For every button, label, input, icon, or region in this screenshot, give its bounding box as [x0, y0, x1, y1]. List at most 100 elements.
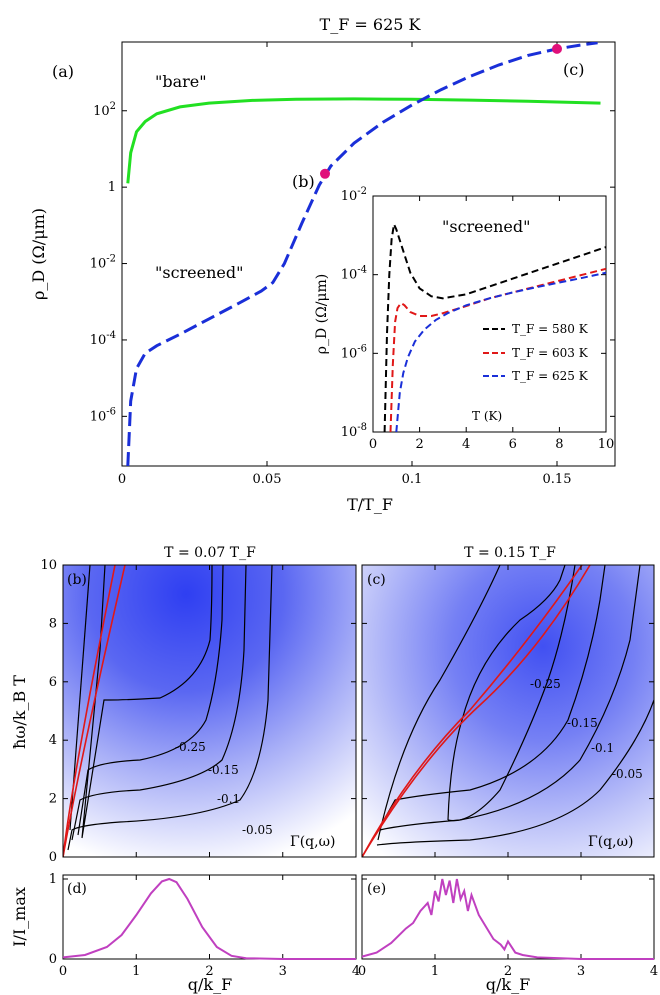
axA-xtick-label-0: 0	[118, 472, 126, 487]
contour-label-c-005: -0.05	[612, 767, 643, 781]
red-line-c-1	[362, 565, 591, 857]
intensity-curve-d	[62, 877, 356, 960]
axE-xtick-label-2: 2	[504, 964, 512, 979]
marker-b	[320, 168, 330, 179]
axA-ytick-label-3: 10-4	[90, 330, 116, 348]
contour-c-outer	[377, 565, 501, 841]
axI-ytick-label-2: 10-6	[341, 343, 367, 361]
axI-xtick-label-2: 4	[462, 437, 470, 452]
contour-b-015	[77, 565, 224, 836]
bare-curve	[126, 97, 601, 184]
panel-e-xlabel: q/k_F	[486, 975, 530, 994]
axI-xtick-label-4: 8	[555, 437, 563, 452]
annotation-bare: "bare"	[155, 72, 207, 91]
panel-d-ylabel: I/I_max	[10, 887, 29, 947]
panel-c-axes	[361, 564, 655, 858]
axB-ytick-label-0: 0	[49, 850, 57, 865]
contour-b-005	[67, 565, 273, 851]
axD-xtick-label-4: 4	[352, 964, 360, 979]
inset-frame	[372, 195, 607, 433]
red-line-b-2	[63, 565, 116, 857]
axA-xtick-label-3: 0.15	[543, 472, 572, 487]
axI-xtick-label-3: 6	[509, 437, 517, 452]
panel-e-plot	[361, 878, 654, 960]
inset-plot	[383, 220, 607, 433]
axI-ytick-label-0: 10-2	[341, 186, 367, 204]
contour-b-01	[71, 565, 247, 841]
panel-d-plot	[62, 877, 356, 960]
red-line-b-1	[63, 565, 126, 857]
axE-xtick-label-4: 4	[650, 964, 658, 979]
axB-ytick-label-2: 4	[49, 733, 57, 748]
axA-xtick-label-2: 0.1	[402, 472, 423, 487]
axI-ytick-label-3: 10-8	[341, 422, 367, 440]
contour-label-c-01: -0.1	[591, 741, 614, 755]
axA-ytick-label-2: 10-2	[90, 254, 116, 272]
panel-a-frame	[121, 41, 616, 467]
panel-a-plot	[126, 42, 601, 466]
marker-c	[552, 43, 562, 54]
panel-e-frame	[361, 874, 655, 960]
axB-ytick-label-3: 6	[49, 675, 57, 690]
intensity-curve-e	[361, 878, 654, 960]
inset-annotation-screened: "screened"	[442, 217, 531, 236]
axB-ytick-label-5: 10	[40, 558, 57, 573]
axA-ytick-label-1: 1	[108, 180, 116, 195]
axI-ytick-label-1: 10-4	[341, 265, 367, 283]
inset: "screened" T (K) ρ_D (Ω/μm) 0 2 4 6 8 10 10-2 1…	[314, 186, 614, 452]
inset-curve-2	[395, 271, 607, 433]
panel-e-axes: 0 1 2 3 4	[358, 875, 658, 979]
panel-a-ylabel: ρ_D (Ω/μm)	[29, 208, 48, 300]
axD-ytick-label-1: 1	[49, 872, 57, 887]
panel-d: (d) q/k_F I/I_max 0 1 2 3 4 0 1	[10, 872, 360, 994]
panel-a-xlabel: T/T_F	[347, 495, 393, 514]
contour-b-025	[81, 565, 213, 839]
panel-a-tag: (a)	[52, 62, 74, 81]
panel-c: T = 0.15 T_F -0.25 -0.15 -0.1 -0.05 Γ(q,…	[361, 545, 655, 858]
axA-ytick-label-4: 10-6	[90, 406, 116, 424]
red-line-c-2	[362, 565, 583, 857]
panel-e-tag: (e)	[367, 881, 386, 897]
inset-ylabel: ρ_D (Ω/μm)	[314, 274, 330, 355]
contour-label-c-015: -0.15	[567, 716, 598, 730]
legend-label-580: T_F = 580 K	[512, 322, 589, 336]
annotation-b: (b)	[292, 172, 315, 191]
heatmap-c-field	[362, 565, 654, 857]
axE-xtick-label-3: 3	[577, 964, 585, 979]
axA-ytick-label-0: 102	[93, 101, 116, 119]
axD-xtick-label-1: 1	[132, 964, 140, 979]
panel-a-title: T_F = 625 K	[320, 15, 422, 34]
heatmap-c	[362, 565, 654, 857]
panel-b-title: T = 0.07 T_F	[164, 545, 256, 561]
panel-b-tag: (b)	[67, 572, 87, 588]
contour-c-01	[379, 565, 641, 831]
field-label-b: Γ(q,ω)	[290, 834, 335, 850]
inset-xlabel: T (K)	[472, 409, 502, 423]
field-label-c: Γ(q,ω)	[588, 834, 633, 850]
panel-d-tag: (d)	[67, 881, 87, 897]
contour-label-c-025: -0.25	[530, 677, 561, 691]
panel-b-axes: 0 2 4 6 8 10	[40, 558, 357, 865]
panel-d-xlabel: q/k_F	[188, 975, 232, 994]
axD-xtick-label-0: 0	[59, 964, 67, 979]
annotation-screened: "screened"	[155, 263, 244, 282]
panel-a: T_F = 625 K (a) "bare" "screened" (b) (c…	[29, 15, 616, 514]
screened-curve	[126, 42, 598, 466]
axA-xtick-label-1: 0.05	[253, 472, 282, 487]
axD-xtick-label-3: 3	[279, 964, 287, 979]
panel-c-tag: (c)	[367, 572, 386, 588]
panel-d-axes: 0 1 2 3 4 0 1	[49, 872, 360, 979]
annotation-c: (c)	[563, 60, 584, 79]
contour-label-b-005: -0.05	[242, 823, 273, 837]
panel-c-title: T = 0.15 T_F	[464, 545, 556, 561]
panel-b: T = 0.07 T_F -0.25 -0.15 -0.1 -0.05 Γ(q,…	[10, 545, 357, 865]
axD-ytick-label-0: 0	[49, 952, 57, 967]
inset-curve-1	[389, 267, 607, 433]
contour-c-015	[384, 565, 606, 819]
contour-label-b-01: -0.1	[217, 792, 240, 806]
axI-xtick-label-1: 2	[415, 437, 423, 452]
inset-axes: 0 2 4 6 8 10 10-2 10-4 10-6 10-8	[341, 186, 615, 452]
axD-xtick-label-2: 2	[205, 964, 213, 979]
axI-xtick-label-5: 10	[598, 437, 615, 452]
